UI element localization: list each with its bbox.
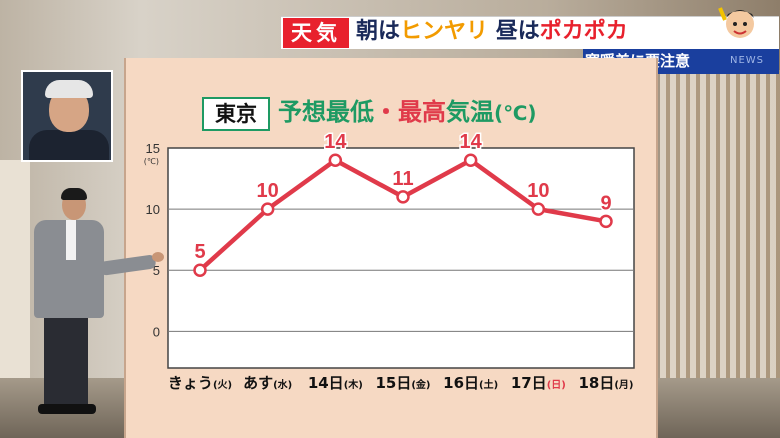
headline-part2: ヒンヤリ bbox=[400, 19, 489, 44]
data-label: 14 bbox=[460, 131, 483, 153]
y-tick-label: 5 bbox=[153, 263, 160, 278]
headline-part4: ポカポカ bbox=[539, 19, 628, 44]
headline-part3: 昼は bbox=[495, 19, 540, 44]
x-tick-day: (火) bbox=[213, 379, 232, 391]
y-unit-label: (℃) bbox=[144, 157, 159, 166]
headline-part1: 朝は bbox=[356, 19, 401, 44]
weather-mascot-icon bbox=[718, 7, 754, 38]
title-forecast: 予想 bbox=[278, 98, 326, 126]
title-unit: (℃) bbox=[494, 101, 537, 125]
presenter-hair bbox=[61, 188, 87, 200]
x-tick-day: (月) bbox=[614, 379, 633, 391]
data-label: 5 bbox=[194, 241, 205, 263]
x-tick-day: (日) bbox=[547, 379, 566, 391]
x-tick-label: あす(水) bbox=[243, 374, 292, 392]
data-point bbox=[396, 190, 410, 204]
inset-presenter-video bbox=[21, 70, 113, 162]
x-tick-main: きょう bbox=[168, 374, 213, 392]
x-tick-label: 18日(月) bbox=[578, 374, 633, 392]
presenter-shoes bbox=[38, 404, 96, 414]
y-tick-label: 15 bbox=[146, 141, 160, 156]
data-label: 14 bbox=[324, 131, 347, 153]
headline: 朝はヒンヤリ 昼はポカポカ bbox=[356, 17, 628, 47]
title-temp: 気温 bbox=[446, 98, 494, 126]
data-label: 10 bbox=[257, 180, 279, 202]
title-dot: ・ bbox=[374, 98, 398, 126]
x-tick-main: 15日 bbox=[375, 374, 411, 392]
x-tick-label: 16日(土) bbox=[443, 374, 498, 392]
data-label: 10 bbox=[527, 180, 549, 202]
studio-wall-slats bbox=[660, 70, 780, 380]
x-tick-main: 14日 bbox=[308, 374, 344, 392]
presenter-shirt bbox=[66, 220, 76, 260]
data-point bbox=[328, 153, 343, 167]
data-point bbox=[531, 202, 546, 216]
data-point bbox=[463, 153, 478, 167]
x-tick-day: (金) bbox=[411, 378, 430, 391]
presenter-hand bbox=[152, 252, 164, 262]
x-tick-label: 15日(金) bbox=[375, 374, 430, 392]
chart-title: 予想最低・最高気温(℃) bbox=[278, 96, 537, 128]
data-label: 9 bbox=[600, 192, 611, 214]
title-min: 最低 bbox=[326, 98, 374, 126]
presenter-legs bbox=[44, 316, 88, 412]
x-tick-main: 18日 bbox=[578, 374, 614, 392]
presenter bbox=[30, 188, 164, 418]
data-point bbox=[260, 202, 275, 216]
location-label: 東京 bbox=[202, 97, 270, 131]
x-tick-day: (木) bbox=[344, 378, 363, 391]
x-tick-label: 17日(日) bbox=[511, 374, 566, 392]
x-tick-label: 14日(木) bbox=[308, 374, 363, 392]
news-tag: NEWS bbox=[730, 55, 765, 66]
title-max: 最高 bbox=[398, 98, 446, 126]
x-tick-day: (水) bbox=[273, 378, 292, 391]
inset-hair bbox=[45, 80, 93, 98]
x-tick-main: 17日 bbox=[511, 374, 547, 392]
studio-left-panel bbox=[0, 160, 30, 390]
weather-badge: 天気 bbox=[283, 18, 349, 48]
header-banner bbox=[281, 16, 779, 49]
data-point bbox=[193, 263, 207, 277]
data-label: 11 bbox=[392, 168, 413, 190]
inset-suit bbox=[29, 130, 109, 160]
x-tick-label: きょう(火) bbox=[168, 374, 232, 392]
x-tick-main: 16日 bbox=[443, 374, 479, 392]
x-tick-main: あす bbox=[243, 374, 273, 392]
data-point bbox=[599, 214, 613, 229]
y-tick-label: 10 bbox=[146, 202, 160, 217]
y-tick-label: 0 bbox=[153, 324, 160, 339]
x-tick-day: (土) bbox=[479, 378, 498, 391]
